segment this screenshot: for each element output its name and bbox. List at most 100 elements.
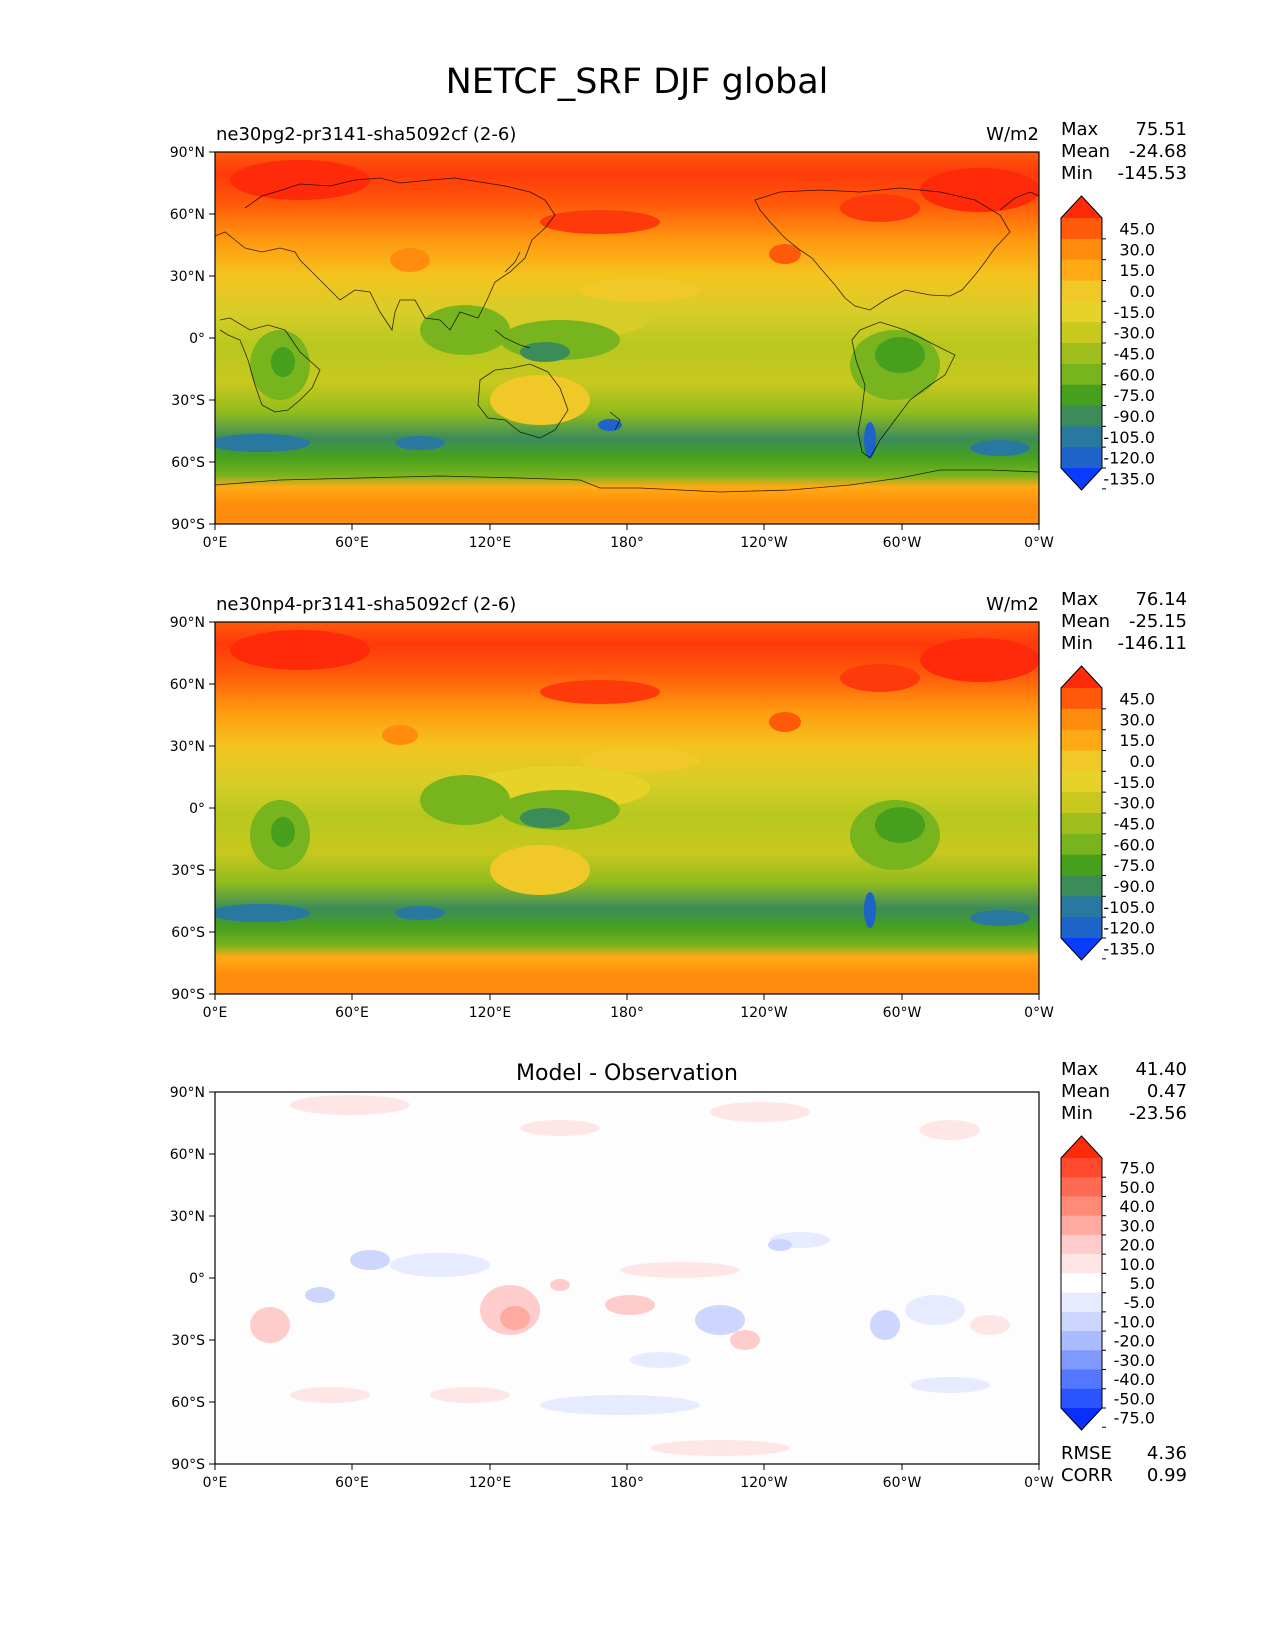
panel-1-ytick: 60°S bbox=[171, 455, 205, 471]
colorbar-label: -50.0 bbox=[1114, 1389, 1155, 1408]
colorbar-bin bbox=[1061, 1234, 1102, 1255]
colorbar-label: -75.0 bbox=[1114, 386, 1155, 405]
colorbar-label: -90.0 bbox=[1114, 407, 1155, 426]
colorbar-label: -30.0 bbox=[1114, 794, 1155, 813]
panel-3-xtick: 60°W bbox=[883, 1475, 922, 1491]
colorbar-bin bbox=[1061, 771, 1102, 793]
panel-2-stats: Max 76.14 Mean -25.15 Min -146.11 bbox=[1061, 589, 1187, 654]
stat-value: -146.11 bbox=[1118, 633, 1187, 654]
colorbar-bin bbox=[1061, 896, 1102, 918]
panel-3-xtick: 120°W bbox=[740, 1475, 788, 1491]
panel-1-ytick: 90°S bbox=[171, 517, 205, 533]
stat-label: Max bbox=[1061, 119, 1099, 140]
colorbar-label: 45.0 bbox=[1119, 689, 1155, 708]
colorbar-bin bbox=[1061, 238, 1102, 261]
colorbar-label: -40.0 bbox=[1114, 1370, 1155, 1389]
panel-3-stats: Max 41.40 Mean 0.47 Min -23.56 bbox=[1061, 1059, 1187, 1124]
colorbar-bin bbox=[1061, 1177, 1102, 1197]
colorbar-extend-bottom bbox=[1061, 468, 1102, 490]
panel-1-ytick: 60°N bbox=[170, 207, 205, 223]
metric-value: 4.36 bbox=[1147, 1443, 1187, 1464]
colorbar-label: 15.0 bbox=[1119, 261, 1155, 280]
colorbar-label: 45.0 bbox=[1119, 219, 1155, 238]
stat-value: 41.40 bbox=[1135, 1059, 1187, 1080]
panel-1-colorbar: 45.0 30.0 15.0 0.0 -15.0 -30.0-45.0 -60.0 -75.0… bbox=[1060, 195, 1155, 491]
stat-value: -24.68 bbox=[1129, 141, 1187, 162]
colorbar-extend-top bbox=[1061, 196, 1102, 218]
colorbar-label: 40.0 bbox=[1119, 1197, 1155, 1216]
stat-label: Min bbox=[1061, 1103, 1093, 1124]
stat-value: 0.47 bbox=[1147, 1081, 1187, 1102]
panel-3-ytick: 90°S bbox=[171, 1457, 205, 1473]
colorbar-bin bbox=[1061, 688, 1102, 710]
panel-2-map bbox=[215, 622, 1039, 994]
colorbar-bin bbox=[1061, 854, 1102, 876]
panel-3-metrics: RMSE 4.36 CORR 0.99 bbox=[1061, 1443, 1187, 1486]
panel-2-xtick: 180° bbox=[610, 1005, 644, 1021]
panel-1: ne30pg2-pr3141-sha5092cf (2-6) W/m2 bbox=[170, 119, 1187, 551]
colorbar-bin bbox=[1061, 1311, 1102, 1332]
colorbar-label: -45.0 bbox=[1114, 814, 1155, 833]
colorbar-label: -135.0 bbox=[1103, 939, 1155, 958]
colorbar-bin bbox=[1061, 1292, 1102, 1313]
colorbar-label: 75.0 bbox=[1119, 1159, 1155, 1178]
panel-3-features bbox=[250, 1095, 1010, 1456]
colorbar-label: -90.0 bbox=[1114, 877, 1155, 896]
colorbar-label: -5.0 bbox=[1124, 1293, 1155, 1312]
panel-2: ne30np4-pr3141-sha5092cf (2-6) W/m2 bbox=[170, 589, 1187, 1021]
panel-3-map bbox=[215, 1092, 1039, 1464]
colorbar-bin bbox=[1061, 1331, 1102, 1351]
panel-3-xaxis: 0°E 60°E 120°E 180° 120°W 60°W 0°W bbox=[203, 1464, 1054, 1491]
stat-label: Mean bbox=[1061, 1081, 1110, 1102]
colorbar-label: 30.0 bbox=[1119, 1216, 1155, 1235]
panel-2-ytick: 60°N bbox=[170, 677, 205, 693]
colorbar-bin bbox=[1061, 729, 1102, 751]
colorbar-label: -45.0 bbox=[1114, 344, 1155, 363]
panel-3-ytick: 60°S bbox=[171, 1395, 205, 1411]
panel-3-xtick: 0°E bbox=[203, 1475, 228, 1491]
panel-3: Model - Observation bbox=[170, 1059, 1187, 1491]
panel-2-units: W/m2 bbox=[986, 594, 1039, 615]
panel-1-xtick: 60°W bbox=[883, 535, 922, 551]
colorbar-bin bbox=[1061, 384, 1102, 406]
panel-2-ytick: 30°N bbox=[170, 739, 205, 755]
stat-label: Min bbox=[1061, 163, 1093, 184]
panel-1-units: W/m2 bbox=[986, 124, 1039, 145]
colorbar-bin bbox=[1061, 218, 1102, 240]
colorbar-bin bbox=[1061, 708, 1102, 731]
panel-1-xtick: 180° bbox=[610, 535, 644, 551]
colorbar-label: -60.0 bbox=[1114, 365, 1155, 384]
colorbar-label: -10.0 bbox=[1114, 1312, 1155, 1331]
figure-title: NETCF_SRF DJF global bbox=[446, 62, 829, 102]
colorbar-label: -30.0 bbox=[1114, 1351, 1155, 1370]
stat-label: Mean bbox=[1061, 611, 1110, 632]
metric-label: RMSE bbox=[1061, 1443, 1112, 1464]
panel-2-xtick: 60°W bbox=[883, 1005, 922, 1021]
colorbar-bin bbox=[1061, 280, 1102, 302]
colorbar-bin bbox=[1061, 1254, 1102, 1274]
colorbar-bin bbox=[1061, 1215, 1102, 1236]
panel-2-xtick: 120°E bbox=[469, 1005, 512, 1021]
stat-label: Min bbox=[1061, 633, 1093, 654]
panel-1-ytick: 0° bbox=[189, 331, 205, 347]
panel-3-ytick: 60°N bbox=[170, 1147, 205, 1163]
colorbar-label: -75.0 bbox=[1114, 1409, 1155, 1428]
colorbar-bin bbox=[1061, 1273, 1102, 1294]
panel-3-ytick: 30°S bbox=[171, 1333, 205, 1349]
panel-1-map bbox=[215, 152, 1039, 524]
stat-value: 75.51 bbox=[1135, 119, 1187, 140]
panel-2-ytick: 30°S bbox=[171, 863, 205, 879]
panel-1-title: ne30pg2-pr3141-sha5092cf (2-6) bbox=[216, 124, 516, 145]
panel-3-ytick: 90°N bbox=[170, 1085, 205, 1101]
colorbar-label: -20.0 bbox=[1114, 1332, 1155, 1351]
colorbar-bin bbox=[1061, 917, 1102, 939]
stat-value: 76.14 bbox=[1135, 589, 1187, 610]
colorbar-bin bbox=[1061, 1158, 1102, 1178]
colorbar-label: -75.0 bbox=[1114, 856, 1155, 875]
panel-2-xtick: 0°E bbox=[203, 1005, 228, 1021]
stat-value: -25.15 bbox=[1129, 611, 1187, 632]
panel-3-xtick: 60°E bbox=[335, 1475, 369, 1491]
colorbar-bin bbox=[1061, 750, 1102, 772]
colorbar-bin bbox=[1061, 1369, 1102, 1390]
